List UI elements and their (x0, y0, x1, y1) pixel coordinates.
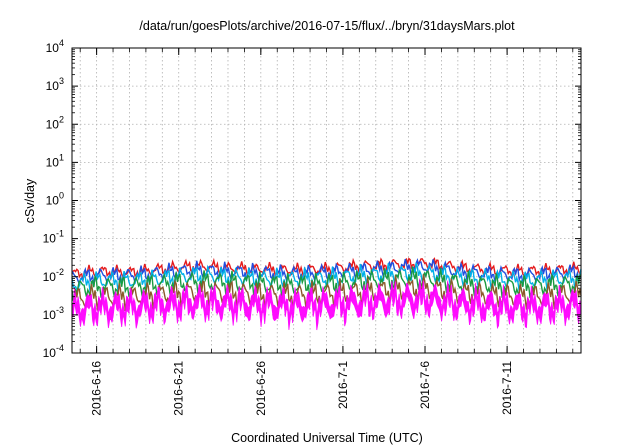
x-tick-label: 2016-7-11 (500, 361, 514, 415)
y-tick-label: 10-4 (43, 343, 64, 360)
y-tick-label: 103 (46, 76, 64, 93)
grid (72, 48, 581, 353)
y-tick-label: 100 (46, 191, 64, 208)
x-tick-label: 2016-6-16 (90, 361, 104, 416)
x-axis-title: Coordinated Universal Time (UTC) (231, 431, 423, 445)
y-tick-labels: 10-4 10-3 10-2 10-1 100 101 102 103 104 (43, 38, 64, 360)
x-tick-label: 2016-7-1 (336, 361, 350, 409)
x-tick-label: 2016-7-6 (418, 361, 432, 409)
y-tick-label: 101 (46, 152, 64, 169)
y-axis-title: cSv/day (23, 178, 37, 223)
y-tick-label: 10-2 (43, 267, 64, 284)
ticks (72, 47, 581, 354)
x-tick-label: 2016-6-21 (172, 361, 186, 416)
y-tick-label: 104 (46, 38, 64, 55)
chart-title: /data/run/goesPlots/archive/2016-07-15/f… (139, 19, 515, 33)
x-tick-labels: 2016-6-16 2016-6-21 2016-6-26 2016-7-1 2016-… (90, 361, 514, 416)
x-tick-label: 2016-6-26 (254, 361, 268, 416)
y-tick-label: 102 (46, 114, 64, 131)
y-tick-label: 10-3 (43, 305, 64, 322)
y-tick-label: 10-1 (43, 229, 64, 246)
